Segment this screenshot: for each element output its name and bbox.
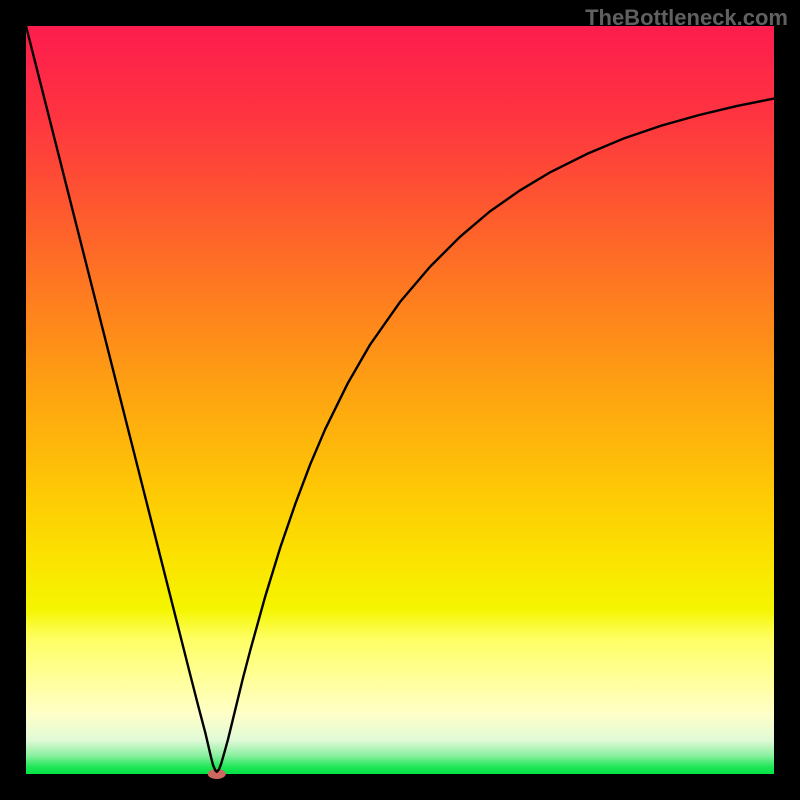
- watermark-text: TheBottleneck.com: [585, 5, 788, 31]
- chart-frame: { "watermark": { "text": "TheBottleneck.…: [0, 0, 800, 800]
- plot-background: [26, 26, 774, 774]
- bottleneck-chart: [0, 0, 800, 800]
